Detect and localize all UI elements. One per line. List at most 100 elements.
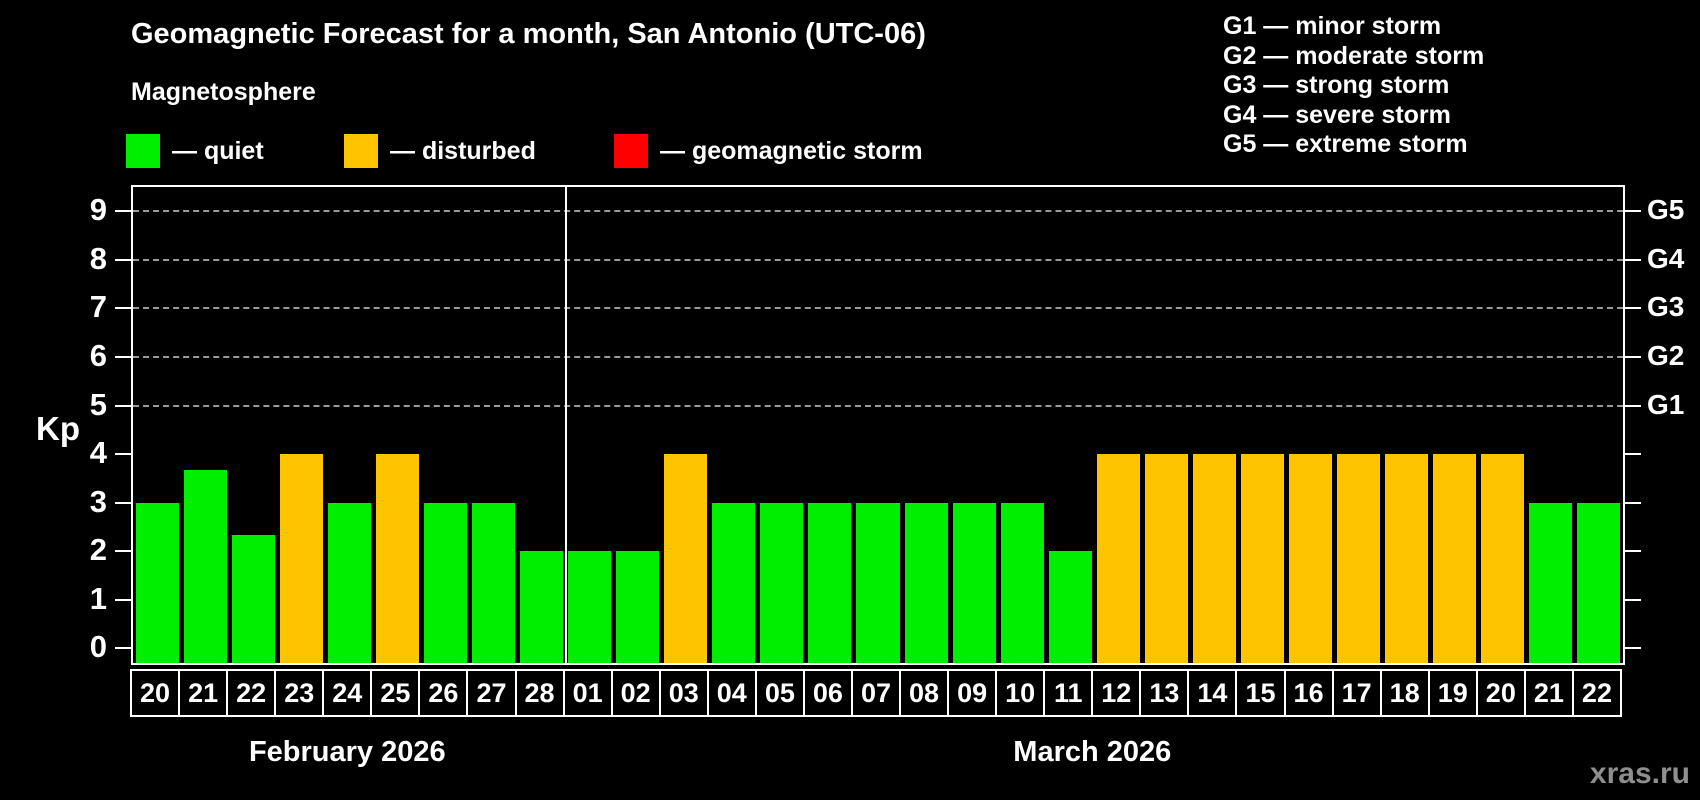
kp-bar-16 [1289,454,1333,663]
kp-bar-26 [423,502,467,663]
day-label-03: 03 [658,669,709,717]
y-tick-left-7 [115,307,131,310]
y-tick-left-2 [115,550,131,553]
kp-bar-05 [760,502,804,663]
g-scale-label-g2: G2 [1647,340,1685,371]
legend-item-quiet: — quiet [126,134,264,168]
day-label-27: 27 [466,669,517,717]
kp-bar-04 [712,502,756,663]
day-label-08: 08 [899,669,950,717]
kp-bar-18 [1385,454,1429,663]
quiet-label: — quiet [172,136,264,165]
day-label-13: 13 [1139,669,1190,717]
y-tick-label-4: 4 [89,435,107,471]
day-label-06: 06 [802,669,853,717]
watermark: xras.ru [1589,757,1690,790]
y-tick-left-1 [115,598,131,601]
g-scale-label-g4: G4 [1647,242,1685,274]
day-label-22: 22 [1571,669,1622,717]
kp-bar-22 [231,535,275,663]
month-divider [564,187,567,663]
y-tick-right-9 [1625,210,1641,213]
kp-bar-20 [135,502,179,663]
y-tick-label-2: 2 [89,532,107,568]
day-label-01: 01 [562,669,613,717]
kp-bar-07 [856,502,900,663]
y-tick-left-8 [115,258,131,261]
y-tick-label-9: 9 [89,192,107,228]
day-label-18: 18 [1379,669,1430,717]
plot-area [131,185,1625,665]
day-label-20: 20 [130,669,181,717]
y-tick-right-2 [1625,550,1641,553]
day-label-09: 09 [947,669,998,717]
y-tick-left-4 [115,453,131,456]
month-label: February 2026 [248,736,446,768]
y-tick-label-0: 0 [89,629,107,665]
day-label-20: 20 [1475,669,1526,717]
y-tick-right-0 [1625,647,1641,650]
day-label-28: 28 [514,669,565,717]
legend-item-storm: — geomagnetic storm [614,134,923,168]
magnetosphere-label: Magnetosphere [131,78,316,106]
day-label-24: 24 [322,669,373,717]
day-label-14: 14 [1187,669,1238,717]
kp-bar-11 [1048,551,1092,663]
y-tick-right-4 [1625,453,1641,456]
day-label-22: 22 [226,669,277,717]
y-tick-label-1: 1 [89,580,107,616]
kp-bar-21 [183,470,227,663]
g-legend-item-g2: G2 — moderate storm [1223,41,1485,70]
kp-bar-28 [520,551,564,663]
g-legend-item-g4: G4 — severe storm [1223,100,1451,129]
y-tick-right-6 [1625,356,1641,358]
g-legend-item-g5: G5 — extreme storm [1223,130,1468,158]
g-legend-item-g3: G3 — strong storm [1223,71,1450,99]
y-tick-right-1 [1625,598,1641,601]
disturbed-color-swatch [344,134,378,168]
day-label-02: 02 [610,669,661,717]
y-tick-label-3: 3 [89,483,107,519]
y-tick-label-5: 5 [89,386,107,422]
kp-bar-24 [327,502,371,663]
day-label-16: 16 [1283,669,1334,717]
kp-bar-03 [664,454,708,663]
y-tick-right-3 [1625,501,1641,504]
g-legend-item-g1: G1 — minor storm [1223,12,1442,40]
day-label-15: 15 [1235,669,1286,717]
day-label-17: 17 [1331,669,1382,717]
kp-bar-14 [1192,454,1236,663]
kp-bar-10 [1000,502,1044,663]
y-tick-left-5 [115,404,131,407]
kp-bar-15 [1240,454,1285,663]
kp-bar-25 [375,454,419,663]
day-label-21: 21 [178,669,229,717]
day-label-05: 05 [754,669,805,717]
gridline-kp6 [133,356,1623,358]
storm-label: — geomagnetic storm [660,136,923,165]
day-label-23: 23 [274,669,325,717]
y-tick-right-5 [1625,404,1641,407]
day-label-07: 07 [850,669,902,717]
kp-bar-19 [1433,454,1477,663]
kp-bar-08 [904,502,948,663]
day-label-26: 26 [418,669,469,717]
kp-bar-09 [952,502,996,663]
day-label-04: 04 [706,669,757,717]
day-label-11: 11 [1043,669,1094,717]
y-axis-title: Kp [36,410,80,447]
y-tick-left-3 [115,501,131,504]
disturbed-label: — disturbed [390,136,536,165]
chart-title: Geomagnetic Forecast for a month, San An… [131,18,926,50]
y-tick-label-6: 6 [89,338,107,373]
storm-color-swatch [614,134,648,168]
kp-bar-06 [808,502,852,663]
kp-bar-12 [1096,454,1140,663]
y-tick-left-9 [115,210,131,213]
g-scale-label-g3: G3 [1647,291,1685,323]
gridline-kp9 [133,210,1623,213]
month-label: March 2026 [1013,736,1172,768]
day-label-25: 25 [370,669,421,717]
kp-bar-17 [1337,454,1381,663]
